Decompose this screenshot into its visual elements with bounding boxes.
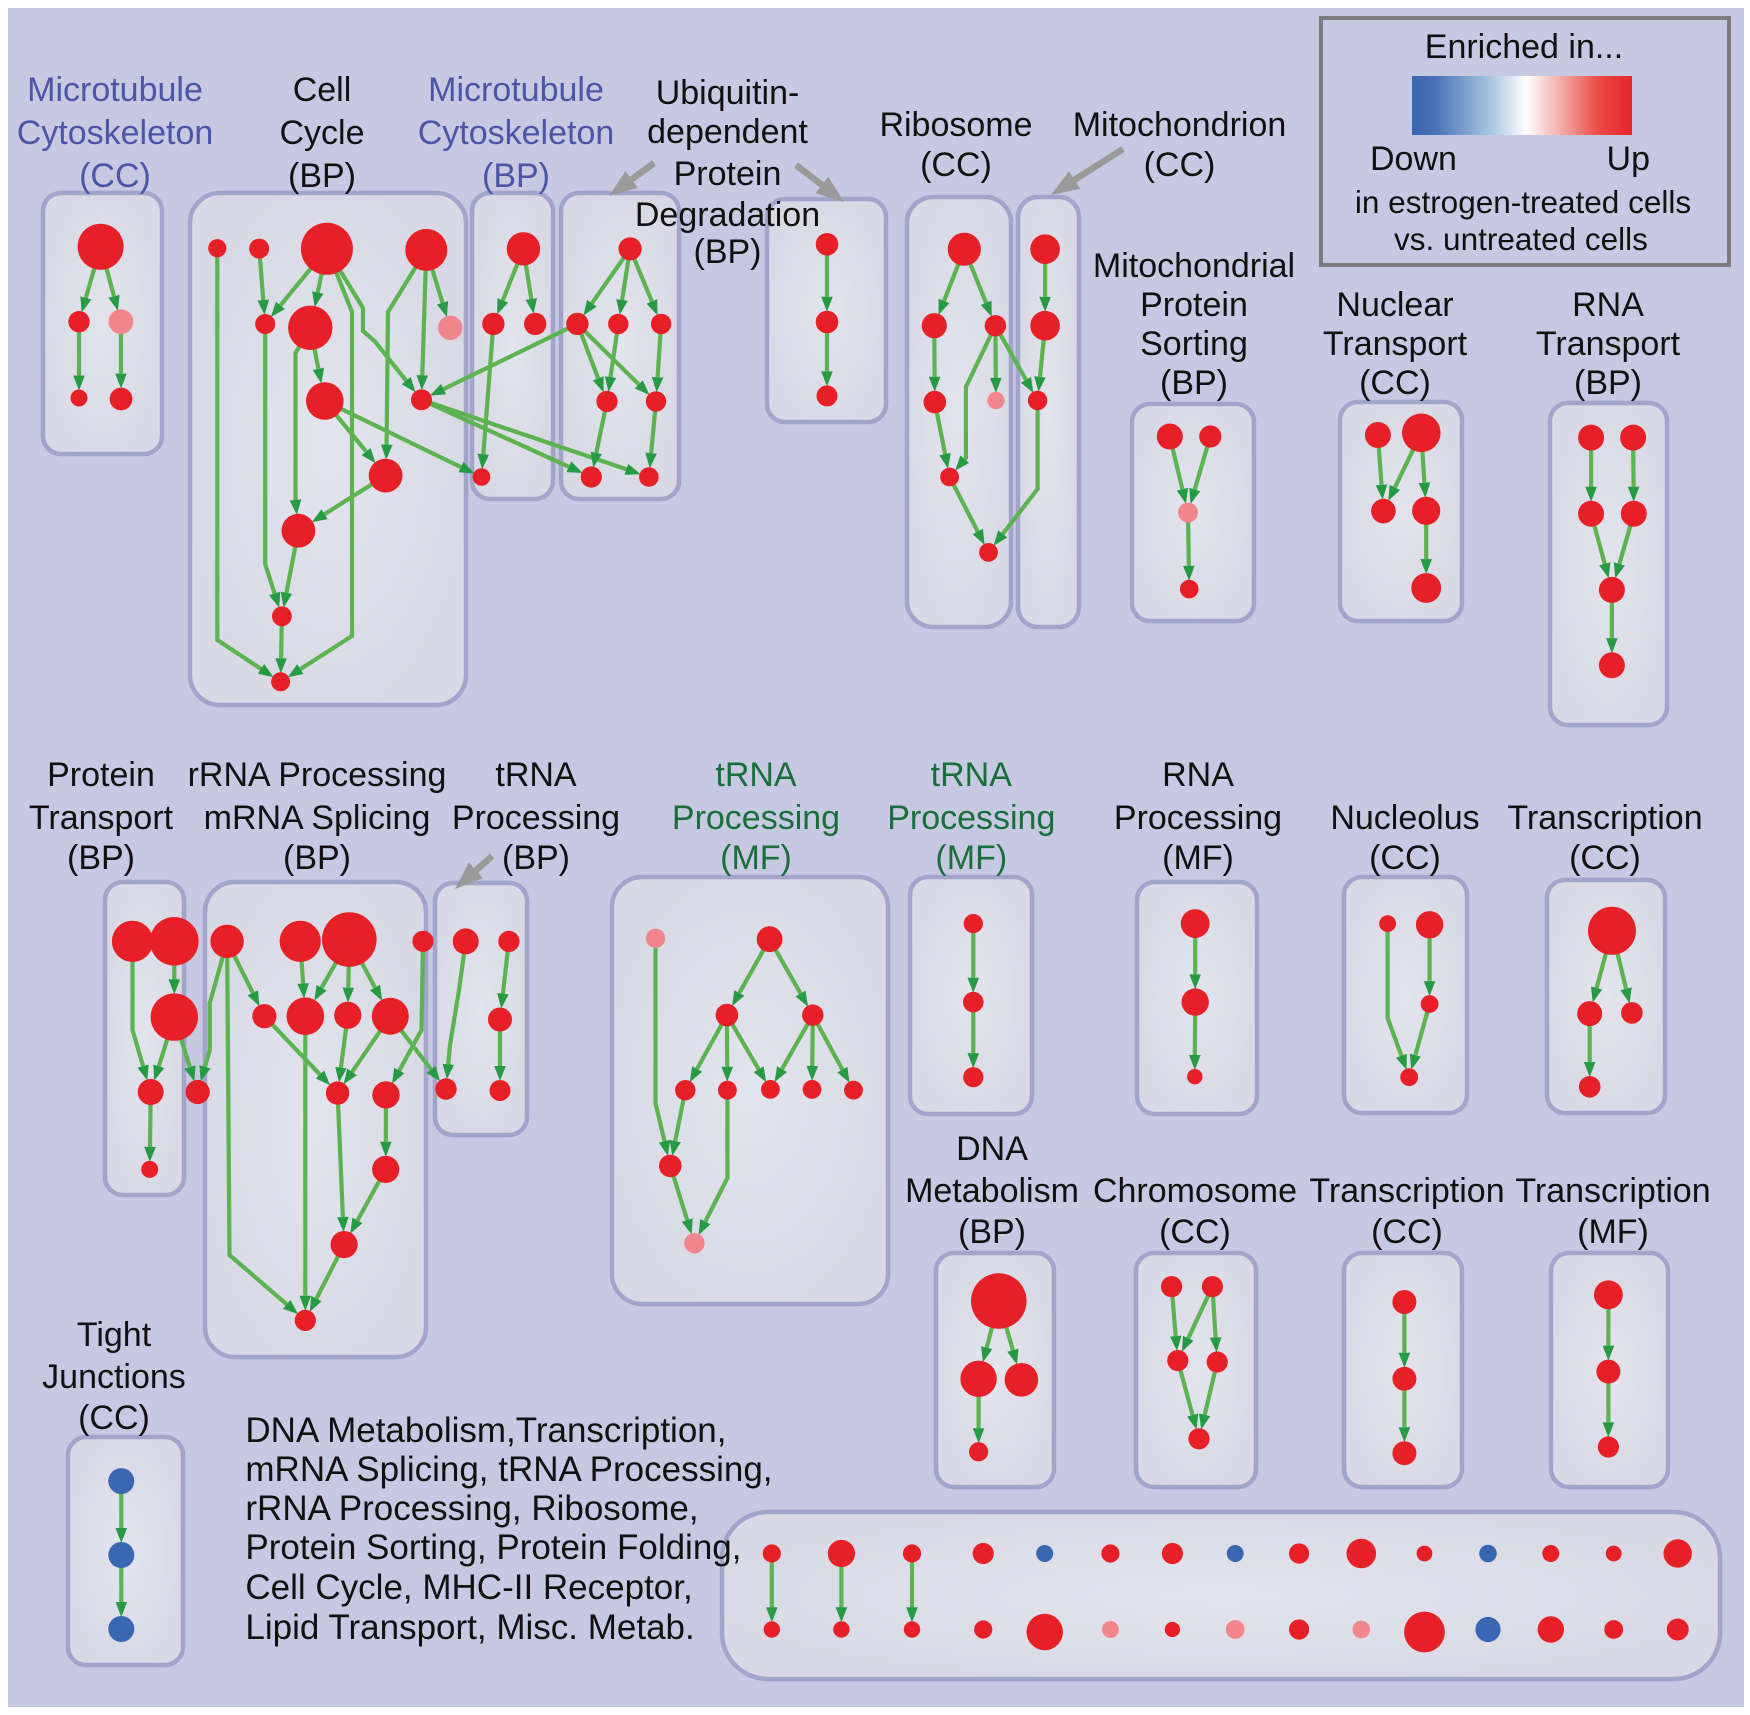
svg-text:(BP): (BP)	[288, 157, 356, 195]
svg-text:Protein: Protein	[47, 756, 155, 794]
svg-text:Microtubule: Microtubule	[428, 71, 604, 109]
svg-text:Processing: Processing	[672, 799, 840, 837]
svg-text:(BP): (BP)	[1574, 364, 1642, 402]
svg-text:mRNA Splicing: mRNA Splicing	[204, 799, 431, 837]
svg-text:vs. untreated cells: vs. untreated cells	[1394, 221, 1648, 257]
svg-text:Processing: Processing	[452, 799, 620, 837]
svg-text:Protein Sorting, Protein Foldi: Protein Sorting, Protein Folding,	[245, 1528, 741, 1567]
svg-text:Chromosome: Chromosome	[1093, 1172, 1297, 1210]
svg-text:(CC): (CC)	[920, 146, 992, 184]
svg-text:(CC): (CC)	[1369, 839, 1441, 877]
svg-text:Up: Up	[1607, 140, 1650, 178]
svg-text:(BP): (BP)	[67, 839, 135, 877]
svg-text:Metabolism: Metabolism	[905, 1172, 1079, 1210]
svg-text:Transport: Transport	[29, 799, 174, 837]
svg-text:(CC): (CC)	[79, 157, 151, 195]
svg-text:(CC): (CC)	[78, 1399, 150, 1437]
svg-text:(CC): (CC)	[1359, 364, 1431, 402]
svg-text:Down: Down	[1370, 140, 1457, 178]
svg-text:(MF): (MF)	[1577, 1213, 1649, 1251]
svg-text:(BP): (BP)	[502, 839, 570, 877]
svg-text:Cell: Cell	[293, 71, 352, 109]
svg-text:Lipid Transport, Misc. Metab.: Lipid Transport, Misc. Metab.	[245, 1608, 694, 1647]
svg-text:Cycle: Cycle	[279, 114, 364, 152]
svg-text:RNA: RNA	[1162, 756, 1234, 794]
svg-text:(BP): (BP)	[958, 1213, 1026, 1251]
svg-text:Ubiquitin-: Ubiquitin-	[656, 74, 800, 112]
svg-text:in estrogen-treated cells: in estrogen-treated cells	[1355, 184, 1691, 220]
svg-text:Nuclear: Nuclear	[1336, 286, 1453, 324]
svg-text:Processing: Processing	[887, 799, 1055, 837]
svg-text:tRNA: tRNA	[715, 756, 797, 794]
svg-text:(CC): (CC)	[1144, 146, 1216, 184]
svg-text:rRNA Processing: rRNA Processing	[188, 756, 447, 794]
svg-text:Transport: Transport	[1536, 325, 1681, 363]
svg-text:Transcription: Transcription	[1515, 1172, 1710, 1210]
svg-text:RNA: RNA	[1572, 286, 1644, 324]
svg-text:DNA Metabolism,Transcription,: DNA Metabolism,Transcription,	[245, 1411, 726, 1450]
svg-text:Protein: Protein	[674, 155, 782, 193]
svg-text:Sorting: Sorting	[1140, 325, 1248, 363]
svg-text:(CC): (CC)	[1569, 839, 1641, 877]
svg-text:Nucleolus: Nucleolus	[1330, 799, 1479, 837]
svg-text:Cytoskeleton: Cytoskeleton	[418, 114, 615, 152]
svg-text:Protein: Protein	[1140, 286, 1248, 324]
svg-text:Transcription: Transcription	[1507, 799, 1702, 837]
svg-text:Mitochondrial: Mitochondrial	[1093, 247, 1295, 285]
svg-text:Ribosome: Ribosome	[879, 106, 1032, 144]
svg-text:Enriched in...: Enriched in...	[1425, 28, 1623, 66]
svg-text:Junctions: Junctions	[42, 1358, 186, 1396]
svg-text:Processing: Processing	[1114, 799, 1282, 837]
svg-text:tRNA: tRNA	[495, 756, 577, 794]
svg-text:(BP): (BP)	[482, 157, 550, 195]
svg-text:Transport: Transport	[1323, 325, 1468, 363]
svg-text:(MF): (MF)	[1162, 839, 1234, 877]
svg-text:Cytoskeleton: Cytoskeleton	[17, 114, 214, 152]
svg-text:(CC): (CC)	[1371, 1213, 1443, 1251]
svg-text:Tight: Tight	[77, 1316, 152, 1354]
svg-text:Mitochondrion: Mitochondrion	[1073, 106, 1287, 144]
svg-text:dependent: dependent	[647, 113, 808, 151]
svg-text:Degradation: Degradation	[635, 196, 820, 234]
svg-text:(CC): (CC)	[1159, 1213, 1231, 1251]
svg-text:(BP): (BP)	[1160, 364, 1228, 402]
svg-text:rRNA Processing, Ribosome,: rRNA Processing, Ribosome,	[245, 1489, 698, 1528]
svg-text:Transcription: Transcription	[1309, 1172, 1504, 1210]
svg-text:(MF): (MF)	[720, 839, 792, 877]
svg-text:Cell Cycle, MHC-II Receptor,: Cell Cycle, MHC-II Receptor,	[245, 1568, 692, 1607]
svg-text:Microtubule: Microtubule	[27, 71, 203, 109]
svg-text:DNA: DNA	[956, 1130, 1028, 1168]
svg-text:(BP): (BP)	[694, 233, 762, 271]
svg-text:(MF): (MF)	[935, 839, 1007, 877]
svg-text:tRNA: tRNA	[931, 756, 1013, 794]
svg-text:(BP): (BP)	[283, 839, 351, 877]
svg-text:mRNA Splicing, tRNA Processing: mRNA Splicing, tRNA Processing,	[245, 1450, 772, 1489]
